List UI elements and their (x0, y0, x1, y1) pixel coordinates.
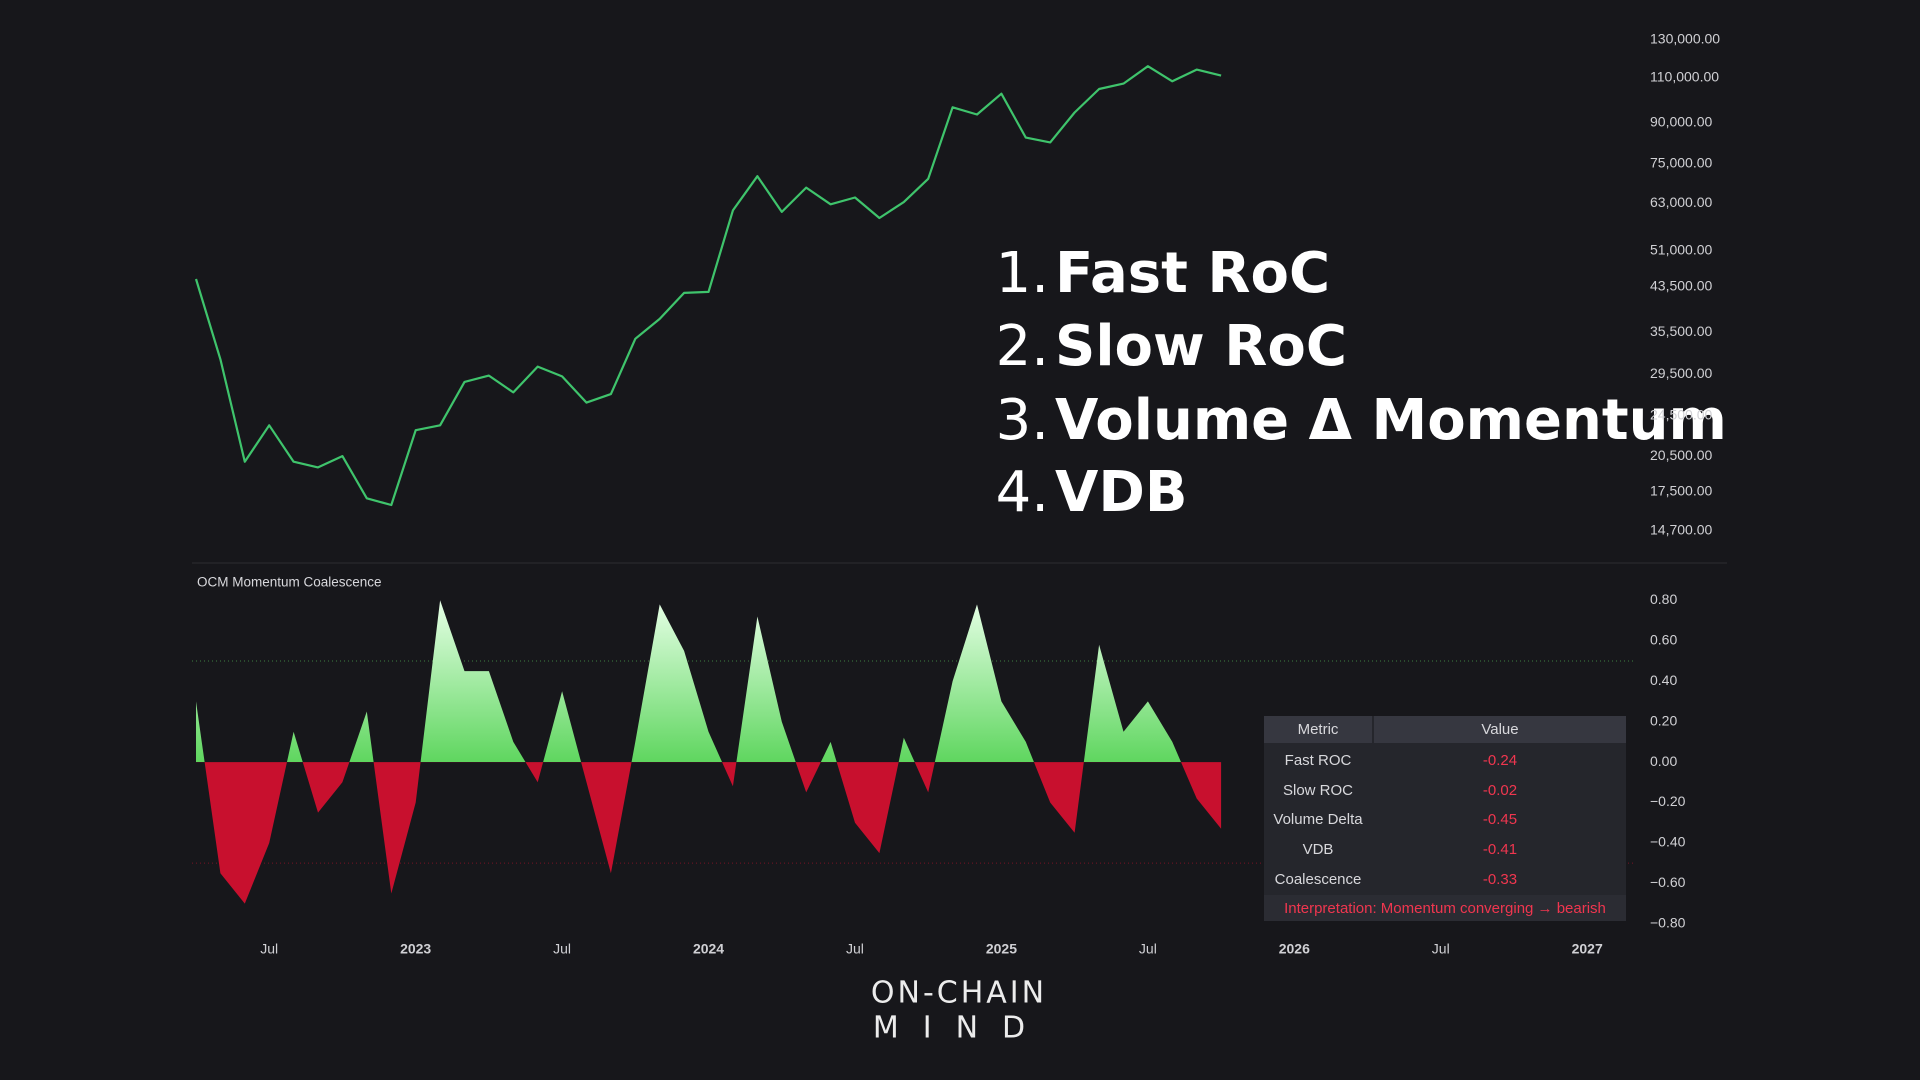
y-tick-label: 0.40 (1650, 672, 1677, 688)
table-value: -0.33 (1483, 871, 1517, 888)
y-tick-label: 75,000.00 (1650, 155, 1712, 171)
x-tick-label: Jul (1432, 941, 1450, 957)
x-tick-label: Jul (1139, 941, 1157, 957)
table-metric: Volume Delta (1273, 811, 1363, 828)
logo-line2: MIND (873, 1011, 1049, 1046)
table-header-cell (1264, 716, 1372, 743)
y-tick-label: 51,000.00 (1650, 241, 1712, 257)
price-line (194, 65, 1222, 507)
annotation-number: 2. (996, 314, 1049, 379)
y-tick-label: 24,500.00 (1650, 407, 1712, 423)
y-tick-label: 130,000.00 (1650, 31, 1720, 47)
annotation-number: 1. (996, 241, 1049, 306)
annotation-text: VDB (1055, 460, 1188, 525)
y-tick-label: 43,500.00 (1650, 277, 1712, 293)
table-background (1264, 716, 1626, 921)
plots: 130,000.00 110,000.00 90,000.00 75,000.00 63… (192, 31, 1720, 957)
y-tick-label: 0.80 (1650, 591, 1677, 607)
y-tick-label: 17,500.00 (1650, 482, 1712, 498)
logo-line1: ON-CHAIN (871, 976, 1047, 1011)
table-note: Interpretation: Momentum converging → be… (1284, 900, 1606, 917)
y-tick-label: −0.80 (1650, 915, 1686, 931)
table-header: Metric (1298, 721, 1339, 738)
oscillator-area (196, 600, 1222, 904)
x-tick-label: 2023 (400, 941, 431, 957)
y-tick-label: 110,000.00 (1650, 68, 1719, 84)
x-tick-label: 2024 (693, 941, 724, 957)
y-tick-label: −0.20 (1650, 793, 1686, 809)
x-tick-label: Jul (260, 941, 278, 957)
table-value: -0.24 (1483, 752, 1517, 769)
y-tick-label: 29,500.00 (1650, 365, 1712, 381)
x-tick-label: 2026 (1279, 941, 1310, 957)
indicator-title: OCM Momentum Coalescence (197, 575, 382, 590)
table-metric: Coalescence (1275, 871, 1362, 888)
y-tick-label: −0.60 (1650, 874, 1686, 890)
y-tick-label: 35,500.00 (1650, 323, 1712, 339)
annotation-number: 3. (996, 388, 1049, 453)
annotation-text: Fast RoC (1055, 241, 1330, 306)
x-tick-label: 2027 (1572, 941, 1603, 957)
annotation-text: Volume Δ Momentum (1055, 388, 1727, 453)
table-note-row (1264, 895, 1626, 921)
annotation-number: 4. (996, 460, 1049, 525)
annotation-list: 1. Fast RoC 2. Slow RoC 3. Volume Δ Mome… (996, 241, 1727, 525)
table-header: Value (1481, 721, 1518, 738)
table-header-cell (1374, 716, 1626, 743)
table-value: -0.41 (1483, 841, 1517, 858)
y-tick-label: 20,500.00 (1650, 447, 1712, 463)
annotation-text: Slow RoC (1055, 314, 1347, 379)
y-tick-label: 90,000.00 (1650, 114, 1712, 130)
x-tick-label: 2025 (986, 941, 1017, 957)
table-metric: Fast ROC (1285, 752, 1352, 769)
y-tick-label: 0.60 (1650, 631, 1677, 647)
y-tick-label: 63,000.00 (1650, 194, 1712, 210)
table-value: -0.02 (1483, 782, 1517, 799)
y-tick-label: −0.40 (1650, 834, 1686, 850)
y-tick-label: 0.20 (1650, 712, 1677, 728)
table-value: -0.45 (1483, 811, 1517, 828)
y-tick-label: 14,700.00 (1650, 522, 1712, 538)
x-tick-label: Jul (553, 941, 571, 957)
table-metric: VDB (1303, 841, 1334, 858)
x-tick-label: Jul (846, 941, 864, 957)
y-tick-label: 0.00 (1650, 753, 1677, 769)
metrics-table: Metric Value Fast ROC -0.24 Slow ROC -0.… (1264, 716, 1626, 921)
table-metric: Slow ROC (1283, 782, 1353, 799)
